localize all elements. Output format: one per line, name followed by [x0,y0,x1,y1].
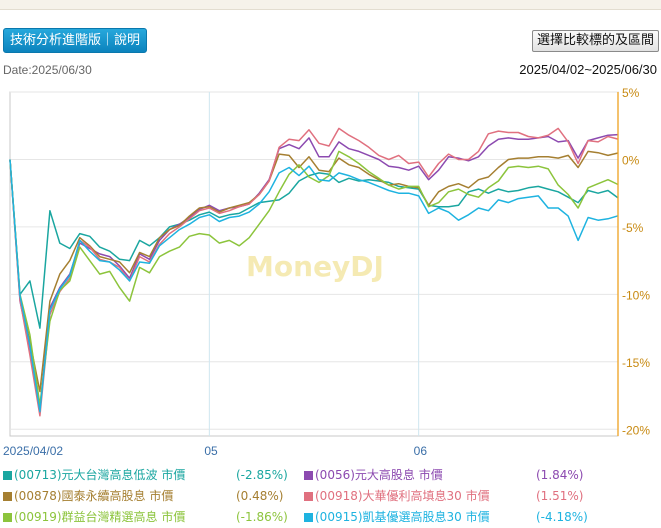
y-tick-label: -5% [622,221,644,235]
legend-value: (-1.86%) [236,510,288,524]
series-line-0 [9,159,619,329]
legend-item: (00713)元大台灣高息低波 市價 [3,465,185,485]
y-tick-label: -20% [622,423,650,437]
series-line-2 [9,150,619,393]
legend-swatch [304,492,313,501]
top-band [0,0,661,10]
y-tick-label: 5% [622,86,640,100]
legend-value: (1.84%) [536,468,584,482]
legend-value: (-4.18%) [536,510,588,524]
grid-lines [10,91,618,436]
legend-swatch [304,513,313,522]
y-tick-label: -15% [622,356,650,370]
legend-label: (00918)大華優利高填息30 市價 [315,489,490,503]
legend-swatch [3,513,12,522]
watermark-text: MoneyDJ [246,250,384,283]
legend-item: (00915)凱基優選高股息30 市價 [304,507,490,527]
series-line-5 [9,159,619,413]
legend: (00713)元大台灣高息低波 市價 (-2.85%) (0056)元大高股息 市價… [0,465,661,528]
legend-swatch [304,471,313,480]
y-tick-labels: 5% 0% -5% -10% -15% -20% [622,86,650,437]
legend-label: (0056)元大高股息 市價 [315,468,443,482]
legend-value: (-2.85%) [236,468,288,482]
legend-item: (00918)大華優利高填息30 市價 [304,486,490,506]
legend-swatch [3,471,12,480]
date-range-label: 2025/04/02~2025/06/30 [519,62,657,77]
legend-label: (00878)國泰永續高股息 市價 [14,489,174,503]
legend-item: (0056)元大高股息 市價 [304,465,443,485]
legend-item: (00919)群益台灣精選高息 市價 [3,507,185,527]
legend-label: (00713)元大台灣高息低波 市價 [14,468,186,482]
series-line-1 [9,133,619,410]
technical-analysis-button[interactable]: 技術分析進階版｜說明 [3,28,148,53]
x-tick-label: 05 [204,444,218,458]
y-tick-label: -10% [622,288,650,302]
legend-item: (00878)國泰永續高股息 市價 [3,486,173,506]
legend-label: (00919)群益台灣精選高息 市價 [14,510,186,524]
legend-swatch [3,492,12,501]
compare-selection-button[interactable]: 選擇比較標的及區間 [531,30,659,52]
legend-label: (00915)凱基優選高股息30 市價 [315,510,490,524]
y-tick-label: 0% [622,153,640,167]
x-tick-label: 06 [414,444,428,458]
date-label: Date:2025/06/30 [3,63,92,77]
x-tick-labels: 2025/04/02 05 06 [3,444,427,458]
x-tick-label: 2025/04/02 [3,444,63,458]
series-line-4 [9,150,619,406]
legend-value: (1.51%) [536,489,584,503]
series-group [9,127,619,417]
legend-value: (0.48%) [236,489,284,503]
